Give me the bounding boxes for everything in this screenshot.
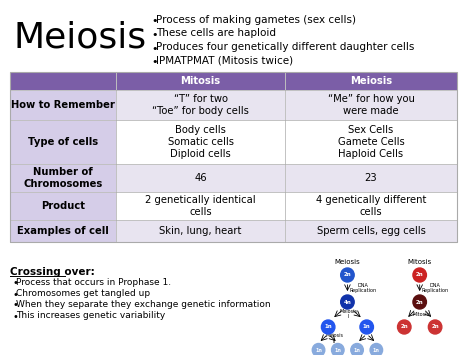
Text: Mitosis: Mitosis (408, 259, 432, 265)
Text: 2n: 2n (416, 273, 423, 278)
Text: Meiosis: Meiosis (335, 259, 360, 265)
FancyBboxPatch shape (116, 220, 285, 242)
Circle shape (398, 320, 411, 334)
FancyBboxPatch shape (116, 90, 285, 120)
FancyBboxPatch shape (116, 72, 285, 90)
Text: •: • (151, 44, 157, 54)
Bar (10, 72, 457, 242)
Circle shape (413, 268, 427, 282)
Text: •: • (12, 289, 18, 300)
FancyBboxPatch shape (285, 164, 457, 192)
Text: Sex Cells
Gamete Cells
Haploid Cells: Sex Cells Gamete Cells Haploid Cells (337, 125, 404, 159)
Text: •: • (12, 311, 18, 322)
FancyBboxPatch shape (116, 164, 285, 192)
Text: Body cells
Somatic cells
Diploid cells: Body cells Somatic cells Diploid cells (167, 125, 234, 159)
FancyBboxPatch shape (285, 192, 457, 220)
Text: How to Remember: How to Remember (11, 100, 115, 110)
Text: Produces four genetically different daughter cells: Produces four genetically different daug… (156, 42, 414, 52)
Circle shape (341, 268, 354, 282)
Text: Chromosomes get tangled up: Chromosomes get tangled up (16, 289, 150, 298)
Text: Examples of cell: Examples of cell (18, 226, 109, 236)
Text: •: • (151, 16, 157, 27)
FancyBboxPatch shape (10, 72, 116, 90)
Text: •: • (12, 279, 18, 289)
Text: Product: Product (41, 201, 85, 211)
Text: These cells are haploid: These cells are haploid (156, 28, 276, 38)
Text: DNA
Replication: DNA Replication (349, 283, 376, 293)
Circle shape (370, 344, 383, 355)
FancyBboxPatch shape (285, 72, 457, 90)
Text: 1n: 1n (354, 348, 361, 353)
Text: Sperm cells, egg cells: Sperm cells, egg cells (317, 226, 426, 236)
Text: 46: 46 (194, 173, 207, 183)
Text: 1n: 1n (373, 348, 380, 353)
Text: Meiosis: Meiosis (350, 76, 392, 86)
Text: •: • (151, 30, 157, 40)
Text: •: • (151, 57, 157, 67)
FancyBboxPatch shape (10, 164, 116, 192)
Circle shape (312, 344, 325, 355)
Circle shape (321, 320, 335, 334)
FancyBboxPatch shape (10, 220, 116, 242)
Text: 2n: 2n (401, 324, 408, 329)
FancyBboxPatch shape (10, 120, 116, 164)
Circle shape (413, 295, 427, 309)
Text: 2 genetically identical
cells: 2 genetically identical cells (145, 195, 256, 217)
Circle shape (428, 320, 442, 334)
Text: Meiosis
II: Meiosis II (325, 333, 343, 344)
Text: When they separate they exchange genetic information: When they separate they exchange genetic… (16, 300, 271, 309)
Text: DNA
Replication: DNA Replication (421, 283, 449, 293)
Text: Number of
Chromosomes: Number of Chromosomes (24, 167, 103, 189)
Circle shape (360, 320, 374, 334)
Text: Type of cells: Type of cells (28, 137, 98, 147)
Text: Process of making gametes (sex cells): Process of making gametes (sex cells) (156, 15, 356, 25)
Text: “Me” for how you
were made: “Me” for how you were made (328, 94, 414, 116)
Text: 1n: 1n (315, 348, 322, 353)
FancyBboxPatch shape (285, 220, 457, 242)
Text: Meiosis
I: Meiosis I (340, 308, 358, 320)
Circle shape (341, 295, 354, 309)
FancyBboxPatch shape (285, 90, 457, 120)
Text: Mitosis: Mitosis (181, 76, 220, 86)
Text: “T” for two
“Toe” for body cells: “T” for two “Toe” for body cells (152, 94, 249, 116)
Text: 4 genetically different
cells: 4 genetically different cells (316, 195, 426, 217)
Text: Crossing over:: Crossing over: (10, 267, 95, 277)
Text: 2n: 2n (431, 324, 439, 329)
Circle shape (351, 344, 364, 355)
FancyBboxPatch shape (10, 192, 116, 220)
Text: Meiosis: Meiosis (13, 20, 146, 54)
Text: Skin, lung, heart: Skin, lung, heart (159, 226, 242, 236)
Text: 2n: 2n (416, 300, 423, 305)
Text: 2n: 2n (344, 273, 351, 278)
FancyBboxPatch shape (285, 120, 457, 164)
Text: Mitosis: Mitosis (413, 311, 430, 317)
Text: IPMATPMAT (Mitosis twice): IPMATPMAT (Mitosis twice) (156, 55, 293, 66)
Circle shape (331, 344, 344, 355)
Text: This increases genetic variability: This increases genetic variability (16, 311, 165, 320)
Text: 1n: 1n (324, 324, 332, 329)
Text: 23: 23 (365, 173, 377, 183)
Text: •: • (12, 300, 18, 311)
FancyBboxPatch shape (116, 120, 285, 164)
Text: 4n: 4n (344, 300, 351, 305)
Text: Process that occurs in Prophase 1.: Process that occurs in Prophase 1. (16, 278, 171, 287)
FancyBboxPatch shape (116, 192, 285, 220)
FancyBboxPatch shape (10, 90, 116, 120)
Text: 1n: 1n (363, 324, 371, 329)
Text: 1n: 1n (334, 348, 341, 353)
